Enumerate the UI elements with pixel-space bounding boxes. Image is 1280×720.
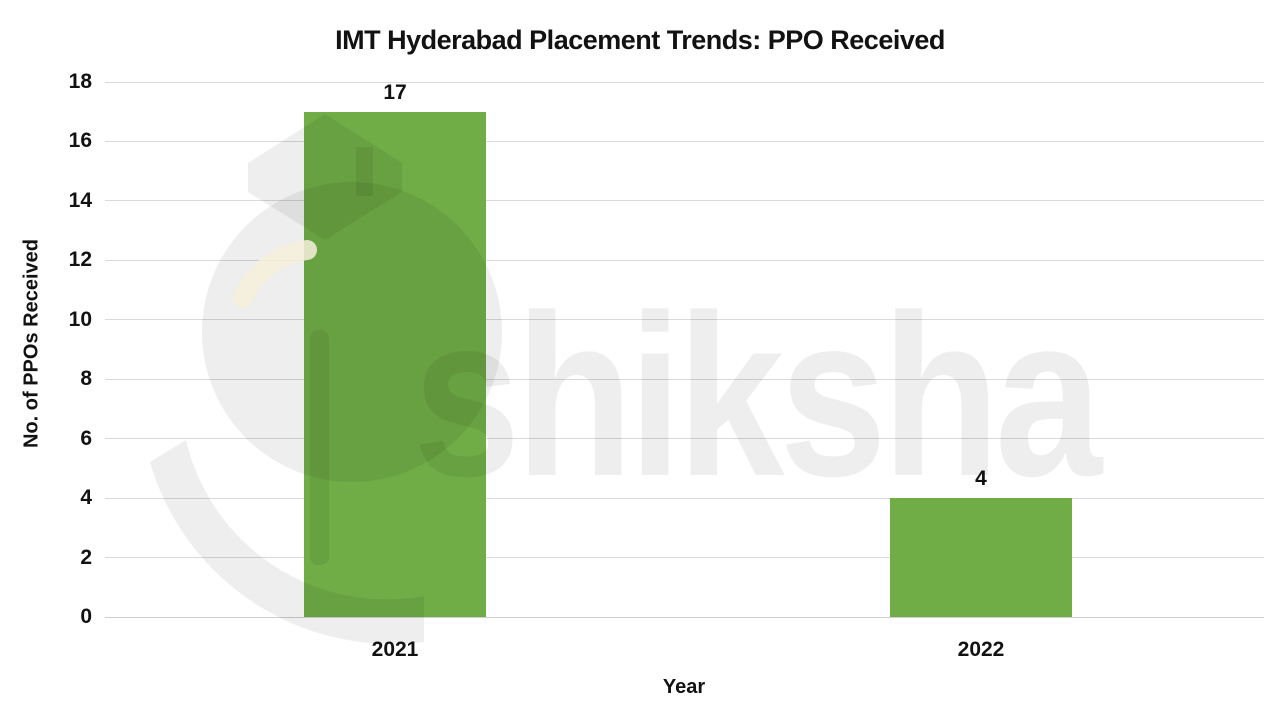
bar-value-label-2021: 17 (383, 80, 407, 104)
gridline-y-14 (105, 200, 1264, 202)
y-tick-label-8: 8 (80, 367, 92, 391)
y-tick-label-4: 4 (80, 486, 92, 510)
chart-title: IMT Hyderabad Placement Trends: PPO Rece… (335, 25, 945, 55)
y-tick-label-14: 14 (68, 188, 92, 212)
y-tick-label-10: 10 (68, 307, 92, 331)
gridline-y-16 (105, 140, 1264, 142)
x-tick-label-2022: 2022 (957, 638, 1005, 661)
x-tick-label-2021: 2021 (371, 638, 419, 661)
gridline-y-6 (105, 438, 1264, 440)
y-tick-label-12: 12 (68, 248, 92, 272)
y-tick-label-2: 2 (80, 545, 92, 569)
bar-2022 (890, 498, 1072, 617)
y-tick-label-6: 6 (80, 426, 92, 450)
x-axis-title: Year (662, 676, 706, 698)
gridline-y-2 (105, 557, 1264, 559)
gridline-y-12 (105, 259, 1264, 261)
y-tick-label-16: 16 (68, 129, 92, 153)
watermark-text: shiksha (413, 267, 1102, 524)
gridline-y-0 (105, 616, 1264, 618)
gridline-y-4 (105, 497, 1264, 499)
bar-value-label-2022: 4 (975, 467, 987, 491)
y-tick-label-0: 0 (80, 605, 92, 628)
gridline-y-18 (105, 81, 1264, 83)
bar-2021 (304, 111, 486, 617)
gridline-y-10 (105, 319, 1264, 321)
gridline-y-8 (105, 378, 1264, 380)
y-tick-label-18: 18 (68, 70, 92, 93)
